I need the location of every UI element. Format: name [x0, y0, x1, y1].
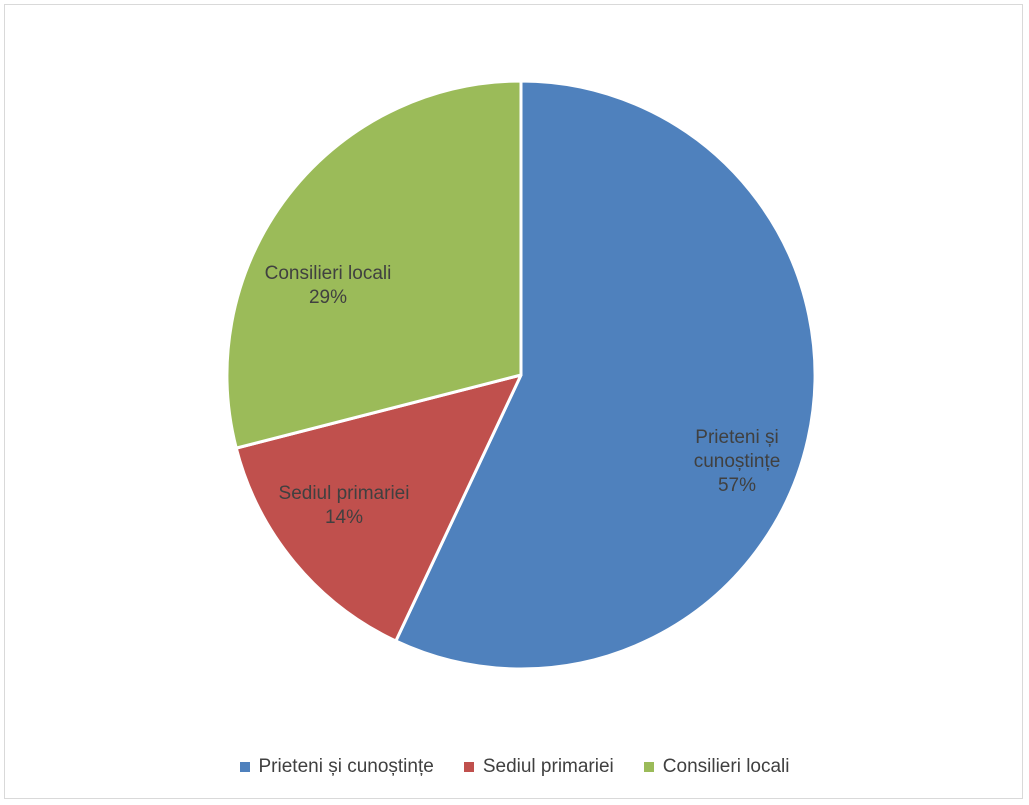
- slice-label-sediul: Sediul primariei 14%: [279, 483, 410, 528]
- slice-value-consilieri: 29%: [309, 287, 347, 308]
- legend-label-consilieri: Consilieri locali: [662, 756, 790, 777]
- legend-swatch-prieteni: [239, 762, 250, 772]
- legend-item-prieteni: Prieteni și cunoștințe: [239, 756, 434, 778]
- legend-label-prieteni: Prieteni și cunoștințe: [258, 756, 434, 777]
- pie-slice-prieteni: [394, 79, 817, 671]
- pie-slice-consilieri: [225, 79, 523, 450]
- legend-item-consilieri: Consilieri locali: [643, 756, 790, 778]
- slice-value-prieteni: 57%: [718, 475, 756, 496]
- legend: Prieteni și cunoștințe Sediul primariei …: [0, 756, 1029, 778]
- pie-slice-sediul: [234, 373, 523, 643]
- legend-label-sediul: Sediul primariei: [482, 756, 614, 777]
- legend-swatch-consilieri: [643, 762, 654, 772]
- slice-value-sediul: 14%: [325, 507, 363, 528]
- slice-name-sediul: Sediul primariei: [279, 483, 410, 504]
- legend-item-sediul: Sediul primariei: [463, 756, 614, 778]
- slice-name-prieteni: cunoștințe: [694, 451, 781, 472]
- legend-swatch-sediul: [463, 762, 474, 772]
- slice-label-prieteni: Prieteni și cunoștințe 57%: [694, 427, 781, 496]
- slice-name-prieteni: Prieteni și: [695, 427, 778, 448]
- slice-name-consilieri: Consilieri locali: [265, 263, 392, 284]
- slice-label-consilieri: Consilieri locali 29%: [265, 263, 392, 308]
